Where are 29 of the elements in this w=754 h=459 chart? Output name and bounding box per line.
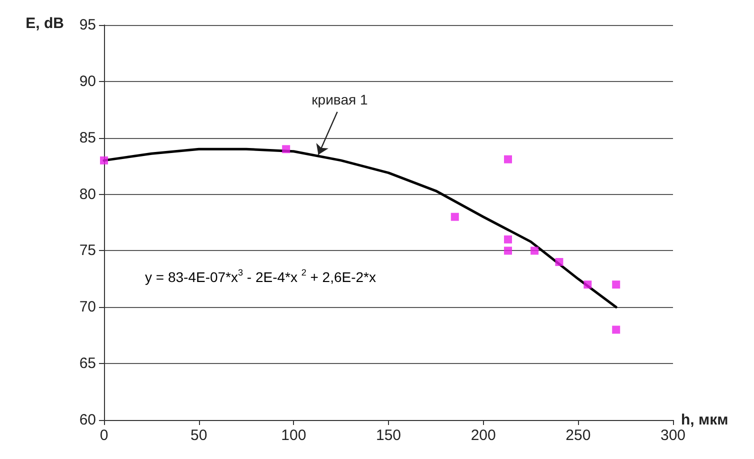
y-tick-label: 75 bbox=[79, 242, 96, 260]
annotation: кривая 1 bbox=[312, 91, 368, 108]
point bbox=[612, 280, 620, 289]
x-tick-label: 50 bbox=[190, 427, 208, 444]
y-tick-label: 70 bbox=[79, 298, 96, 316]
point bbox=[530, 246, 539, 255]
point bbox=[450, 212, 459, 221]
x-tick-label: 200 bbox=[470, 427, 496, 444]
x-tick-label: 100 bbox=[281, 427, 306, 444]
y-tick-label: 85 bbox=[79, 129, 96, 146]
point bbox=[504, 235, 512, 244]
y-tick-label: 65 bbox=[79, 355, 96, 372]
x-axis-title: h, мкм bbox=[681, 412, 728, 428]
point bbox=[282, 145, 290, 154]
x-tick-label: 150 bbox=[376, 427, 402, 444]
y-axis-title: E, dB bbox=[26, 15, 64, 32]
x-tick-label: 250 bbox=[566, 427, 591, 444]
y-tick-label: 90 bbox=[79, 72, 96, 90]
x-tick-label: 0 bbox=[100, 427, 108, 444]
point bbox=[584, 280, 592, 289]
x-tick-label: 300 bbox=[660, 427, 686, 444]
y-tick-label: 95 bbox=[79, 16, 96, 34]
y-tick-label: 60 bbox=[79, 412, 96, 428]
y-tick-label: 80 bbox=[79, 186, 96, 203]
point bbox=[100, 156, 108, 164]
point bbox=[504, 155, 512, 164]
point bbox=[504, 246, 512, 255]
point bbox=[612, 326, 620, 334]
point bbox=[555, 258, 564, 266]
